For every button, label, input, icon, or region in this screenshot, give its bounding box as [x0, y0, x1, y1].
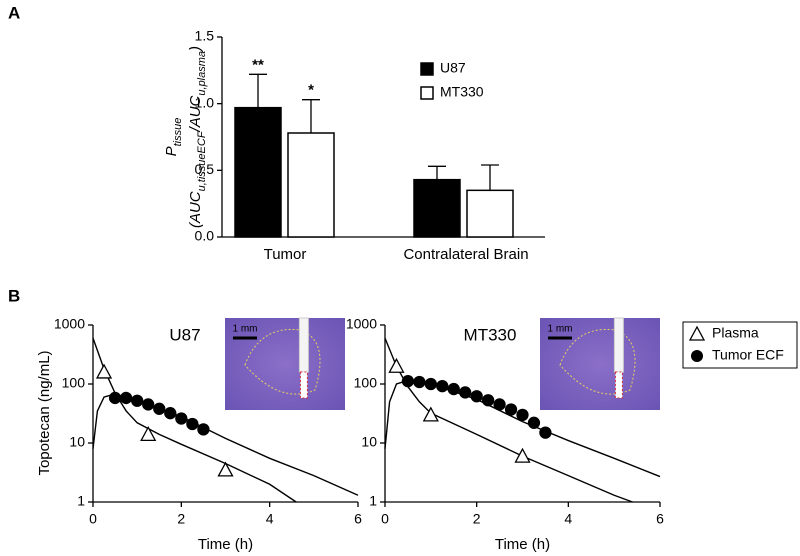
y-tick-label: 1000: [346, 316, 377, 332]
legend-label: U87: [440, 60, 466, 76]
y-tick-label: 10: [361, 434, 377, 450]
marker: [175, 412, 188, 425]
x-tick-label: 4: [266, 511, 274, 527]
y-tick-label: 0.0: [195, 228, 215, 244]
marker: [459, 386, 472, 399]
label-part: u,tissueECF: [196, 130, 208, 191]
marker: [401, 374, 415, 388]
probe-membrane: [614, 371, 623, 399]
marker: [493, 398, 506, 411]
marker: [447, 382, 460, 396]
tumor-outline: [559, 328, 636, 395]
x-axis-label: Time (h): [198, 536, 253, 553]
legend-swatch: [420, 62, 434, 76]
chart-title: U87: [169, 325, 200, 344]
x-tick-label: Tumor: [264, 246, 307, 263]
bar: [234, 106, 282, 238]
panel-label: A: [8, 3, 20, 22]
y-tick-label: 10: [69, 434, 85, 450]
legend-marker: [691, 350, 703, 362]
marker: [95, 363, 113, 379]
marker: [422, 406, 439, 422]
x-tick-label: 4: [564, 511, 572, 527]
marker: [413, 375, 426, 389]
fit-line: [384, 337, 633, 503]
x-tick-label: 2: [177, 511, 185, 527]
scale-label: 1 mm: [548, 324, 573, 335]
marker: [527, 416, 541, 429]
marker: [514, 447, 531, 463]
marker: [539, 426, 552, 439]
label-part: u,plasma: [196, 51, 208, 96]
y-tick-label: 1: [369, 493, 377, 509]
legend-box: [682, 321, 798, 369]
marker: [516, 408, 529, 421]
significance: **: [252, 56, 264, 73]
marker: [217, 461, 234, 477]
y-tick-label: 100: [62, 375, 86, 391]
label-part: ): [187, 46, 204, 53]
marker: [388, 357, 405, 373]
tumor-outline: [244, 328, 321, 395]
label-part: /AUC: [187, 95, 204, 132]
x-tick-label: 6: [656, 511, 664, 527]
bar: [287, 132, 335, 238]
label-part: (AUC: [187, 191, 204, 228]
y-tick-label: 1.0: [195, 94, 215, 110]
probe-membrane: [299, 371, 308, 399]
legend-marker: [688, 325, 706, 341]
marker: [164, 407, 177, 420]
marker: [436, 379, 449, 393]
bar: [413, 178, 461, 238]
probe: [613, 317, 624, 373]
x-tick-label: 2: [473, 511, 481, 527]
y-tick-label: 1: [77, 493, 85, 509]
legend-label: Plasma: [712, 325, 759, 341]
significance: *: [308, 82, 314, 99]
x-tick-label: 0: [381, 511, 389, 527]
panel-label: B: [8, 286, 20, 305]
legend-label: Tumor ECF: [712, 347, 784, 363]
probe: [298, 317, 309, 373]
marker: [186, 417, 199, 431]
marker: [131, 394, 144, 407]
legend-swatch: [420, 86, 434, 100]
marker: [424, 377, 437, 391]
chart-title: MT330: [464, 325, 517, 344]
y-tick-label: 0.5: [195, 161, 215, 177]
y-axis-label: Ptissue: [163, 118, 184, 157]
marker: [142, 398, 155, 411]
marker: [108, 391, 122, 405]
x-tick-label: Contralateral Brain: [403, 246, 528, 263]
marker: [470, 390, 483, 403]
scale-label: 1 mm: [233, 324, 258, 335]
x-tick-label: 0: [89, 511, 97, 527]
y-axis-label: Topotecan (ng/mL): [36, 350, 53, 475]
x-axis-label: Time (h): [495, 536, 550, 553]
y-tick-label: 1000: [54, 316, 85, 332]
marker: [119, 391, 133, 405]
marker: [153, 402, 166, 415]
marker: [140, 426, 157, 442]
y-tick-label: 1.5: [195, 28, 215, 44]
marker: [504, 403, 518, 416]
y-axis-label: (AUCu,tissueECF/AUCu,plasma): [187, 46, 208, 228]
marker: [197, 423, 210, 436]
x-tick-label: 6: [354, 511, 362, 527]
label-part: P: [163, 146, 180, 156]
y-tick-label: 100: [354, 375, 378, 391]
legend-label: MT330: [440, 84, 484, 100]
label-part: tissue: [172, 118, 184, 147]
marker: [481, 394, 495, 407]
bar: [466, 189, 514, 238]
